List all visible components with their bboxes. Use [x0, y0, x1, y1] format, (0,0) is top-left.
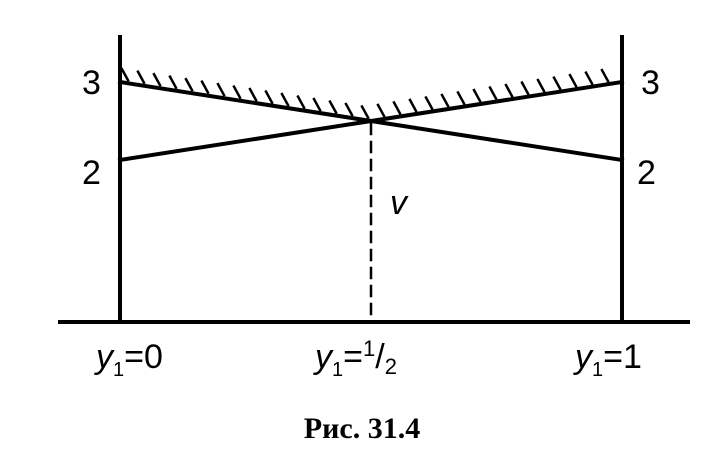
caption: Рис. 31.4	[304, 412, 420, 445]
hatch-mark	[392, 100, 402, 116]
left-label-2: 2	[82, 154, 101, 192]
rest: =	[343, 338, 363, 376]
hatch-mark	[184, 77, 194, 92]
hatch-mark	[312, 97, 322, 112]
right-label-2: 2	[637, 154, 656, 192]
hatch-mark	[232, 84, 242, 100]
sub: 1	[113, 359, 124, 381]
num: 1	[363, 336, 375, 361]
hatch-mark	[136, 70, 146, 85]
hatch-mark	[520, 80, 530, 96]
x-label: y1=0	[94, 338, 163, 381]
hatch-mark	[536, 78, 546, 93]
x-label: y1=1/2	[313, 336, 397, 381]
var: y	[573, 338, 594, 376]
hatch-mark	[280, 92, 290, 107]
hatch-mark	[152, 72, 162, 87]
hatch-mark	[296, 94, 306, 110]
hatch-mark	[424, 95, 434, 111]
hatch-mark	[568, 73, 578, 88]
den: 2	[385, 354, 397, 379]
hatch-mark	[584, 70, 594, 86]
hatch-mark	[200, 79, 210, 95]
hatch-mark	[344, 102, 354, 117]
hatch-mark	[264, 89, 274, 105]
hatch-mark	[456, 90, 466, 106]
hatch-mark	[120, 67, 130, 82]
sub: 1	[592, 359, 603, 381]
hatching	[120, 67, 610, 120]
hatch-mark	[360, 104, 370, 120]
line-2-3	[117, 79, 625, 163]
slash: /	[375, 338, 385, 376]
hatch-mark	[440, 93, 450, 108]
left-label-3: 3	[82, 64, 101, 102]
hatch-mark	[168, 75, 178, 90]
hatch-mark	[408, 98, 418, 113]
hatch-mark	[328, 99, 338, 115]
var: y	[313, 338, 334, 376]
hatch-mark	[376, 103, 386, 118]
hatch-mark	[504, 83, 514, 98]
hatch-mark	[472, 88, 482, 103]
var: y	[94, 338, 115, 376]
hatch-mark	[248, 87, 258, 102]
x-label: y1=1	[573, 338, 642, 381]
hatch-mark	[552, 75, 562, 91]
rest: =1	[603, 338, 642, 376]
rest: =0	[124, 338, 163, 376]
right-label-3: 3	[641, 64, 660, 102]
hatch-mark	[488, 85, 498, 101]
value-label: v	[390, 184, 409, 222]
hatch-mark	[216, 82, 226, 97]
sub: 1	[332, 359, 343, 381]
hatch-mark	[600, 68, 610, 83]
